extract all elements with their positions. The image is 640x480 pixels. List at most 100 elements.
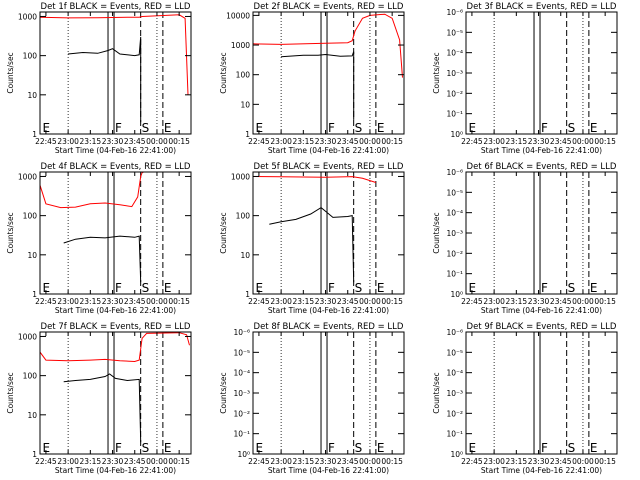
x-tick-label: 00:00	[146, 457, 168, 466]
y-tick-label: 1000	[231, 172, 250, 181]
x-tick-label: 23:00	[483, 137, 505, 146]
x-tick-label: 23:00	[270, 137, 292, 146]
x-tick-label: 23:45	[124, 137, 146, 146]
x-tick-label: 23:30	[102, 457, 124, 466]
y-tick-label: 10⁻⁴	[446, 49, 463, 58]
x-axis-label: Start Time (04-Feb-16 22:41:00)	[481, 306, 602, 315]
x-tick-label: 22:45	[248, 297, 270, 306]
marker-label: S	[568, 121, 576, 135]
plot-frame	[465, 11, 618, 135]
events-series-line	[68, 36, 142, 123]
x-tick-label: 23:30	[102, 137, 124, 146]
x-tick-label: 00:15	[594, 457, 616, 466]
x-tick-label: 23:30	[528, 297, 550, 306]
x-axis-label: Start Time (04-Feb-16 22:41:00)	[55, 306, 176, 315]
x-tick-label: 00:15	[594, 297, 616, 306]
y-tick-label: 1	[245, 130, 250, 139]
y-axis-label: Counts/sec	[219, 52, 228, 93]
chart-title: Det 1f BLACK = Events, RED = LLD	[41, 2, 191, 12]
y-tick-label: 10⁻⁶	[233, 328, 250, 337]
y-tick-label: 10000	[226, 11, 250, 20]
chart-title: Det 4f BLACK = Events, RED = LLD	[41, 162, 191, 172]
chart-title: Det 8f BLACK = Events, RED = LLD	[254, 322, 404, 332]
x-tick-label: 00:15	[168, 457, 190, 466]
marker-label: F	[115, 441, 122, 455]
x-tick-label: 00:00	[146, 137, 168, 146]
y-tick-label: 10⁻⁵	[446, 188, 463, 197]
y-tick-label: 10⁻⁶	[446, 328, 463, 337]
marker-label: S	[568, 281, 576, 295]
y-tick-label: 100	[23, 212, 38, 221]
marker-label: E	[377, 441, 385, 455]
marker-label: E	[255, 281, 263, 295]
y-tick-label: 10⁻¹	[446, 430, 463, 439]
lld-series-line	[253, 176, 377, 183]
marker-label: E	[590, 441, 598, 455]
lld-series-line	[253, 13, 403, 78]
plot-frame	[39, 171, 192, 295]
plot-frame	[465, 171, 618, 295]
y-tick-label: 10⁻⁵	[446, 28, 463, 37]
y-axis-label: Counts/sec	[219, 372, 228, 413]
plot-frame	[252, 331, 405, 455]
x-tick-label: 00:00	[359, 457, 381, 466]
marker-label: S	[355, 121, 363, 135]
x-tick-label: 23:30	[528, 137, 550, 146]
y-tick-label: 1	[32, 290, 37, 299]
y-tick-label: 10	[27, 411, 37, 420]
x-tick-label: 22:45	[248, 137, 270, 146]
x-tick-label: 23:45	[337, 297, 359, 306]
y-tick-label: 100	[236, 212, 251, 221]
marker-label: E	[377, 121, 385, 135]
y-tick-label: 10⁻⁴	[233, 369, 250, 378]
plot-frame	[39, 331, 192, 455]
events-series-line	[63, 235, 142, 283]
x-tick-label: 22:45	[461, 137, 483, 146]
marker-label: F	[541, 121, 548, 135]
x-tick-label: 23:00	[270, 457, 292, 466]
lld-series-line	[40, 14, 189, 95]
marker-label: F	[541, 441, 548, 455]
series-group	[40, 332, 190, 443]
y-tick-label: 10⁻²	[446, 249, 463, 258]
x-tick-label: 00:00	[146, 297, 168, 306]
plot-frame	[39, 11, 192, 135]
y-tick-label: 10	[240, 100, 250, 109]
x-tick-label: 22:45	[248, 457, 270, 466]
x-tick-label: 22:45	[461, 297, 483, 306]
chart-title: Det 7f BLACK = Events, RED = LLD	[41, 322, 191, 332]
x-tick-label: 23:00	[483, 457, 505, 466]
x-axis-label: Start Time (04-Feb-16 22:41:00)	[55, 146, 176, 155]
y-tick-label: 10⁻¹	[446, 270, 463, 279]
x-tick-label: 22:45	[35, 137, 57, 146]
x-tick-label: 00:15	[168, 137, 190, 146]
plot-frame	[465, 331, 618, 455]
x-axis-label: Start Time (04-Feb-16 22:41:00)	[268, 146, 389, 155]
y-tick-label: 10⁻³	[233, 389, 250, 398]
chart-title: Det 3f BLACK = Events, RED = LLD	[467, 2, 617, 12]
x-tick-label: 23:30	[315, 457, 337, 466]
marker-label: F	[328, 441, 335, 455]
x-tick-label: 23:45	[124, 297, 146, 306]
x-axis-label: Start Time (04-Feb-16 22:41:00)	[481, 146, 602, 155]
x-tick-label: 23:45	[337, 137, 359, 146]
marker-label: S	[355, 281, 363, 295]
marker-label: F	[115, 281, 122, 295]
x-tick-label: 00:00	[572, 457, 594, 466]
lld-series-line	[40, 332, 190, 363]
x-tick-label: 23:45	[550, 137, 572, 146]
x-tick-label: 22:45	[461, 457, 483, 466]
x-tick-label: 23:15	[293, 137, 315, 146]
x-tick-label: 23:15	[80, 137, 102, 146]
marker-label: E	[164, 121, 172, 135]
marker-label: E	[255, 121, 263, 135]
x-tick-label: 23:15	[80, 297, 102, 306]
y-tick-label: 10⁻⁶	[446, 8, 463, 17]
lld-series-line	[40, 172, 144, 209]
